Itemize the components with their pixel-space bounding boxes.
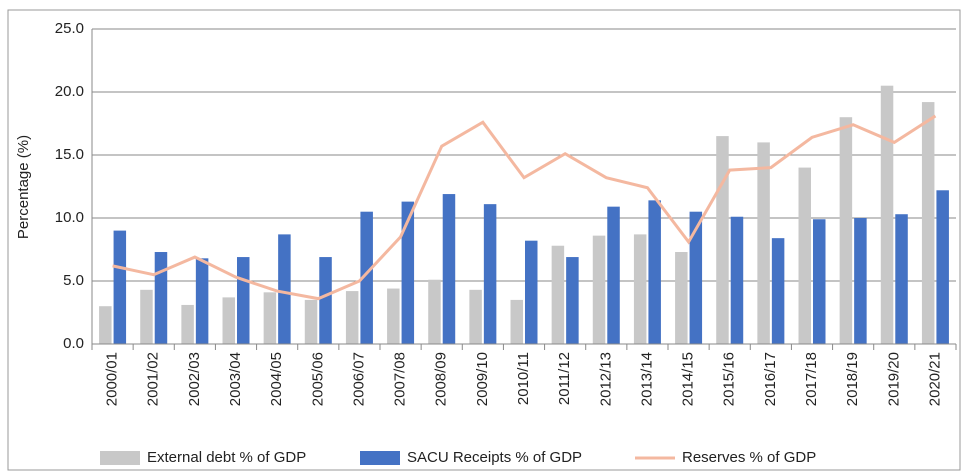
bar xyxy=(428,279,441,344)
x-tick-label: 2008/09 xyxy=(433,352,450,406)
bar xyxy=(345,291,359,344)
y-tick-label: 10.0 xyxy=(55,209,84,226)
bar xyxy=(181,304,194,344)
legend-label: SACU Receipts % of GDP xyxy=(407,449,582,466)
bar xyxy=(360,211,373,344)
x-tick-label: 2014/15 xyxy=(680,352,697,406)
line xyxy=(112,114,937,301)
y-tick-label: 15.0 xyxy=(55,146,84,163)
x-tick-label: 2017/18 xyxy=(803,352,820,406)
bar xyxy=(442,194,456,344)
bar xyxy=(716,136,729,344)
x-tick-label: 2006/07 xyxy=(350,352,367,406)
x-tick-label: 2018/19 xyxy=(844,352,861,406)
y-tick-label: 0.0 xyxy=(63,335,84,352)
x-tick-label: 2009/10 xyxy=(474,352,491,406)
bar xyxy=(675,252,688,344)
x-tick-label: 2019/20 xyxy=(885,352,902,406)
x-tick-label: 2001/02 xyxy=(145,352,162,406)
bar xyxy=(237,257,250,344)
bar xyxy=(648,200,661,344)
bar xyxy=(854,218,867,344)
bar xyxy=(551,245,565,344)
x-tick-label: 2003/04 xyxy=(227,352,244,406)
x-tick-label: 2000/01 xyxy=(104,352,121,406)
bar xyxy=(730,216,744,344)
bar xyxy=(469,289,482,344)
x-tick-label: 2020/21 xyxy=(926,352,943,406)
bar xyxy=(510,299,523,344)
legend-label: Reserves % of GDP xyxy=(682,449,816,466)
legend-label: External debt % of GDP xyxy=(147,449,306,466)
x-tick-label: 2007/08 xyxy=(392,352,409,406)
bar xyxy=(278,234,291,344)
bar xyxy=(154,252,168,344)
legend-swatch xyxy=(100,451,140,465)
bar xyxy=(921,102,935,344)
bar xyxy=(757,142,770,344)
bar xyxy=(633,234,647,344)
bar xyxy=(319,257,332,344)
y-axis-title: Percentage (%) xyxy=(15,135,32,239)
bar xyxy=(140,289,153,344)
bar xyxy=(839,117,853,344)
bar xyxy=(525,240,538,344)
x-tick-label: 2010/11 xyxy=(515,352,532,405)
bar xyxy=(936,190,949,344)
bar xyxy=(689,211,703,344)
bar xyxy=(566,257,579,344)
bar xyxy=(387,288,400,344)
bar xyxy=(607,206,620,344)
bar xyxy=(113,230,127,344)
y-tick-label: 25.0 xyxy=(55,20,84,37)
bar xyxy=(592,235,606,344)
bar xyxy=(880,85,894,344)
bar xyxy=(222,297,235,344)
bar xyxy=(813,219,826,344)
bar xyxy=(401,201,415,344)
x-tick-label: 2012/13 xyxy=(597,352,614,406)
x-tick-label: 2002/03 xyxy=(186,352,203,406)
bar xyxy=(195,258,209,344)
chart-border xyxy=(7,9,961,471)
x-tick-label: 2013/14 xyxy=(638,352,655,406)
y-tick-label: 20.0 xyxy=(55,83,84,100)
x-tick-label: 2004/05 xyxy=(268,352,285,406)
bar xyxy=(304,299,318,344)
y-tick-label: 5.0 xyxy=(63,272,84,289)
x-tick-label: 2015/16 xyxy=(721,352,738,406)
bar xyxy=(99,306,112,344)
bar xyxy=(798,167,811,344)
bar xyxy=(895,214,908,344)
x-tick-label: 2011/12 xyxy=(556,352,573,405)
bar xyxy=(771,238,785,344)
legend-swatch xyxy=(360,451,400,465)
x-tick-label: 2016/17 xyxy=(762,352,779,406)
bar xyxy=(263,292,277,344)
x-tick-label: 2005/06 xyxy=(309,352,326,406)
bar xyxy=(483,204,497,344)
